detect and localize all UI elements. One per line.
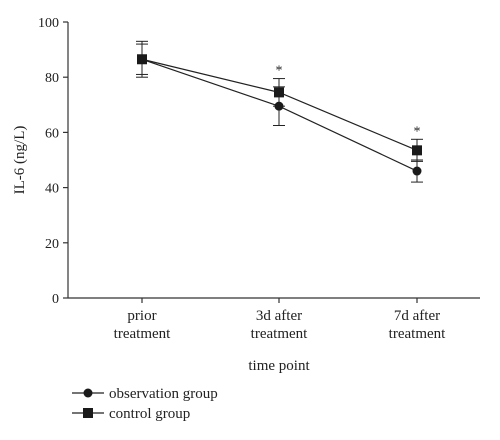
legend: observation group control group [72,386,218,422]
legend-label: control group [109,406,190,422]
legend-marker-circle [83,388,93,398]
marks: ** [136,40,423,183]
control-point [274,87,284,98]
significance-marker: * [276,64,283,79]
y-tick-label: 40 [45,182,59,197]
legend-marker-square [83,408,93,418]
control-point [412,145,422,156]
observation-point [274,101,284,111]
x-tick-label: prior treatment [114,308,171,342]
y-tick-label: 60 [45,126,59,141]
axes: 0 20 40 60 80 100 IL-6 (ng/L) prior treatment 3d … [12,16,480,374]
legend-label: observation group [109,386,218,402]
x-tick-label: 7d after treatment [389,308,446,342]
x-axis-label: time point [248,358,310,374]
y-tick-label: 0 [52,292,59,307]
control-point [137,54,147,65]
observation-point [412,166,422,176]
x-tick-label: 3d after treatment [251,308,308,342]
significance-marker: * [414,124,421,139]
y-tick-label: 100 [38,16,59,31]
y-tick-label: 80 [45,71,59,86]
y-tick-label: 20 [45,237,59,252]
y-axis-label: IL-6 (ng/L) [12,126,28,195]
